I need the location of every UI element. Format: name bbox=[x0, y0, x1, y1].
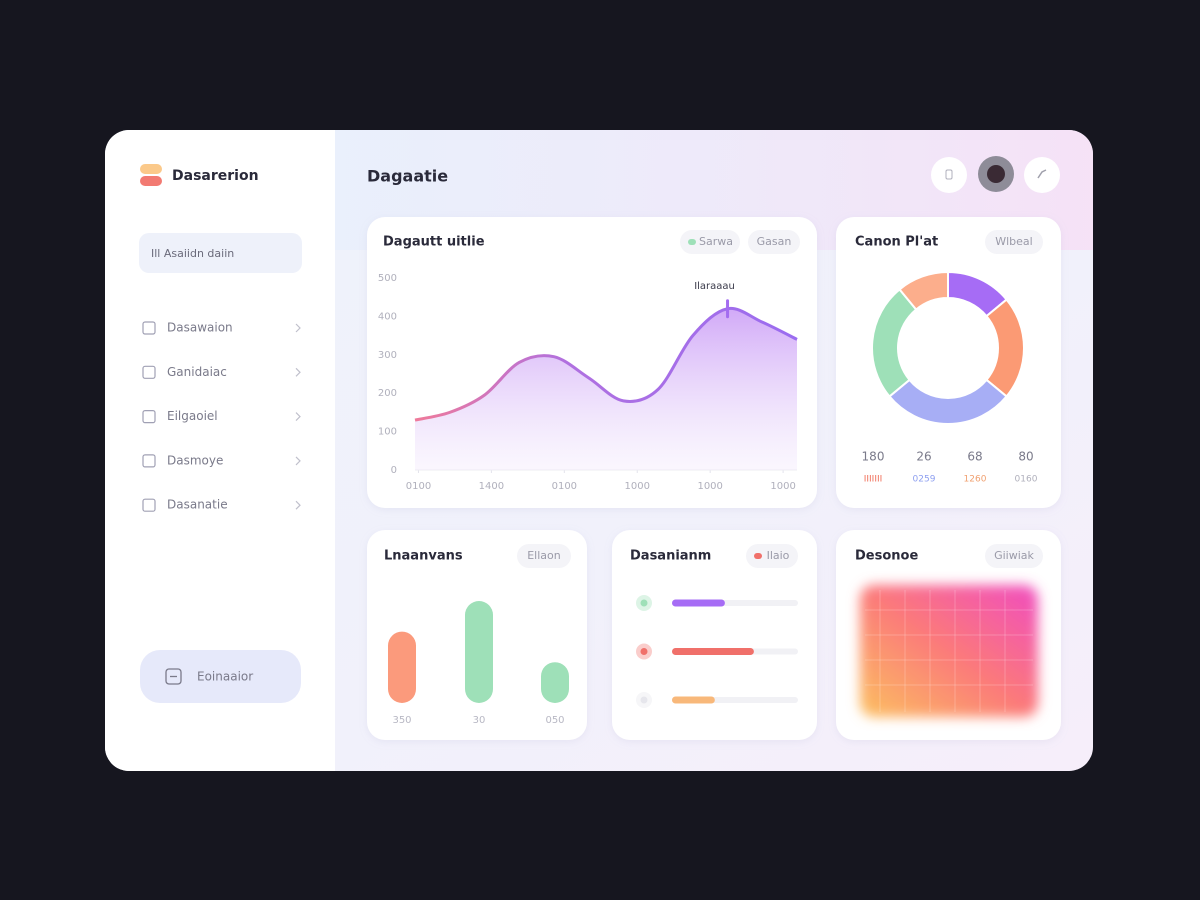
stat-label: IIIIIII bbox=[864, 475, 883, 485]
filter-pill[interactable] bbox=[985, 230, 1043, 254]
nav-chevron bbox=[295, 412, 301, 422]
filter-text: Gasan bbox=[757, 235, 792, 248]
nav-icon bbox=[142, 321, 156, 335]
nav-icon bbox=[142, 365, 156, 379]
bar bbox=[541, 662, 569, 703]
y-tick-label: 100 bbox=[378, 427, 397, 438]
x-tick-label: 1000 bbox=[697, 481, 722, 492]
bar bbox=[388, 631, 416, 703]
filter-text: Ellaon bbox=[527, 549, 561, 562]
nav-label[interactable]: Eilgaoiel bbox=[167, 409, 218, 423]
filter-pill[interactable] bbox=[748, 230, 800, 254]
brand: Dasarerion bbox=[172, 168, 259, 184]
x-tick-label: 0100 bbox=[552, 481, 577, 492]
icon bbox=[945, 169, 953, 180]
nav-chevron bbox=[295, 456, 301, 466]
row-dot bbox=[640, 599, 648, 607]
bar-label: 350 bbox=[392, 715, 411, 726]
filter-pill[interactable] bbox=[680, 230, 740, 254]
bar-label: 050 bbox=[545, 715, 564, 726]
avatar-face bbox=[987, 165, 1005, 183]
y-tick-label: 200 bbox=[378, 388, 397, 399]
x-tick-label: 0100 bbox=[406, 481, 431, 492]
stat-label: 0259 bbox=[913, 475, 936, 485]
filter-text: Wlbeal bbox=[995, 235, 1032, 248]
search-text: Ill Asaiidn daiin bbox=[151, 247, 234, 260]
nav-chevron bbox=[295, 500, 301, 510]
card-title: Lnaanvans bbox=[384, 549, 463, 564]
line bbox=[414, 306, 798, 422]
nav: Dasawaion Ganidaiac Eilgaoiel Dasmoye Dasana… bbox=[142, 321, 301, 512]
pill-dot bbox=[754, 553, 762, 559]
row-dot bbox=[640, 696, 648, 704]
y-tick-label: 0 bbox=[391, 465, 397, 476]
nav-icon bbox=[142, 410, 156, 424]
nav-label[interactable]: Ganidaiac bbox=[167, 365, 227, 379]
stat-value: 68 bbox=[967, 450, 982, 464]
filter-text: Sarwa bbox=[699, 235, 733, 248]
icon-button[interactable] bbox=[931, 157, 967, 193]
filter-pill[interactable] bbox=[517, 544, 571, 568]
filter-pill[interactable] bbox=[985, 544, 1043, 568]
logo bbox=[140, 176, 162, 186]
bar bbox=[465, 601, 493, 703]
page-title: Dagaatie bbox=[367, 167, 448, 186]
heatmap-grid bbox=[865, 590, 1033, 712]
filter-pill[interactable] bbox=[746, 544, 798, 568]
card bbox=[612, 530, 817, 740]
nav-icon bbox=[142, 454, 156, 468]
button-icon bbox=[165, 668, 182, 685]
pill-dot bbox=[688, 239, 696, 245]
icon bbox=[1037, 169, 1047, 179]
card-title: Dasanianm bbox=[630, 549, 711, 564]
progress-bar bbox=[672, 648, 754, 655]
button-text: Eoinaaior bbox=[197, 670, 253, 684]
bar-label: 30 bbox=[473, 715, 486, 726]
filter-text: Giiwiak bbox=[994, 549, 1034, 562]
stat-value: 180 bbox=[862, 450, 885, 464]
y-tick-label: 400 bbox=[378, 311, 397, 322]
nav-label[interactable]: Dasmoye bbox=[167, 453, 223, 467]
stat-label: 0160 bbox=[1015, 475, 1038, 485]
progress-bar bbox=[672, 696, 715, 704]
x-tick-label: 1400 bbox=[479, 481, 504, 492]
row-dot bbox=[640, 648, 648, 655]
area-fill bbox=[415, 308, 797, 470]
charts: Dagautt uitlie Sarwa Gasan0100200300400500… bbox=[378, 230, 1043, 726]
nav-label[interactable]: Dasanatie bbox=[167, 498, 228, 512]
y-tick-label: 500 bbox=[378, 273, 397, 284]
progress-bar bbox=[672, 599, 725, 607]
logo bbox=[140, 164, 162, 174]
x-tick-label: 1000 bbox=[770, 481, 795, 492]
heatmap bbox=[860, 585, 1038, 717]
card-title: Canon Pl'at bbox=[855, 235, 938, 250]
card bbox=[836, 217, 1061, 508]
icon-button[interactable] bbox=[1024, 157, 1060, 193]
filter-text: Ilaio bbox=[767, 549, 790, 562]
donut-segment bbox=[898, 270, 949, 311]
y-tick-label: 300 bbox=[378, 350, 397, 361]
stat-value: 80 bbox=[1018, 450, 1033, 464]
tooltip: Ilaraaau bbox=[694, 281, 735, 292]
nav-icon bbox=[142, 498, 156, 512]
search-box[interactable] bbox=[139, 233, 302, 273]
nav-chevron bbox=[295, 367, 301, 377]
stat-label: 1260 bbox=[964, 475, 987, 485]
nav-label[interactable]: Dasawaion bbox=[167, 321, 233, 335]
stat-value: 26 bbox=[916, 450, 931, 464]
card-title: Dagautt uitlie bbox=[383, 235, 485, 250]
card-title: Desonoe bbox=[855, 549, 918, 564]
sidebar-button[interactable] bbox=[140, 650, 301, 703]
nav-chevron bbox=[295, 323, 301, 333]
x-tick-label: 1000 bbox=[625, 481, 650, 492]
